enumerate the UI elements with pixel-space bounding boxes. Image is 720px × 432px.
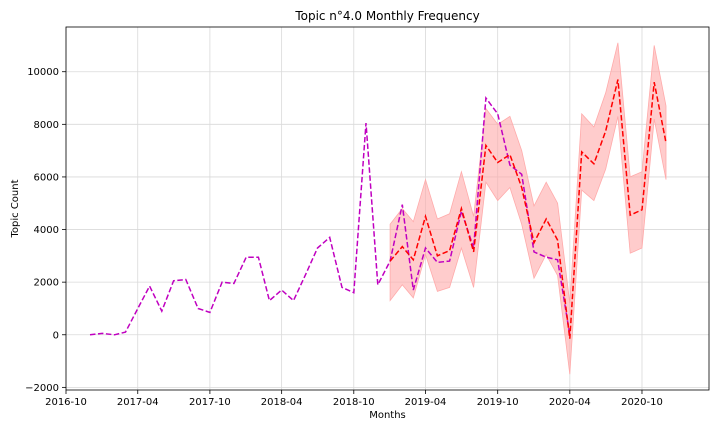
x-tick-label: 2019-04 [405,397,447,408]
confidence-band-layer [389,42,667,375]
confidence-band [389,42,667,375]
x-axis: 2016-10 2017-04 2017-10 2018-04 2018-10 2019-… [45,390,663,408]
y-tick-label: 8000 [34,120,59,131]
series-layer [89,79,667,339]
y-tick-label: 10000 [27,67,59,78]
x-tick-label: 2016-10 [45,397,87,408]
x-tick-label: 2020-04 [549,397,591,408]
y-axis-label: Topic Count [10,179,21,238]
y-tick-label: 2000 [34,278,59,289]
y-tick-label: 4000 [34,225,59,236]
y-tick-label: 0 [53,330,59,341]
x-axis-label: Months [369,410,406,421]
y-axis: −2000 0 2000 4000 6000 8000 10000 [25,67,66,394]
magenta-series-line [89,95,571,336]
chart-title: Topic n°4.0 Monthly Frequency [294,9,479,23]
red-series-line [389,79,667,339]
y-tick-label: −2000 [25,383,59,394]
y-tick-label: 6000 [34,172,59,183]
x-tick-label: 2019-10 [477,397,519,408]
x-tick-label: 2018-04 [261,397,303,408]
x-tick-label: 2018-10 [333,397,375,408]
x-tick-label: 2017-10 [189,397,231,408]
x-tick-label: 2020-10 [621,397,663,408]
x-tick-label: 2017-04 [117,397,159,408]
plot-frame [65,26,710,391]
